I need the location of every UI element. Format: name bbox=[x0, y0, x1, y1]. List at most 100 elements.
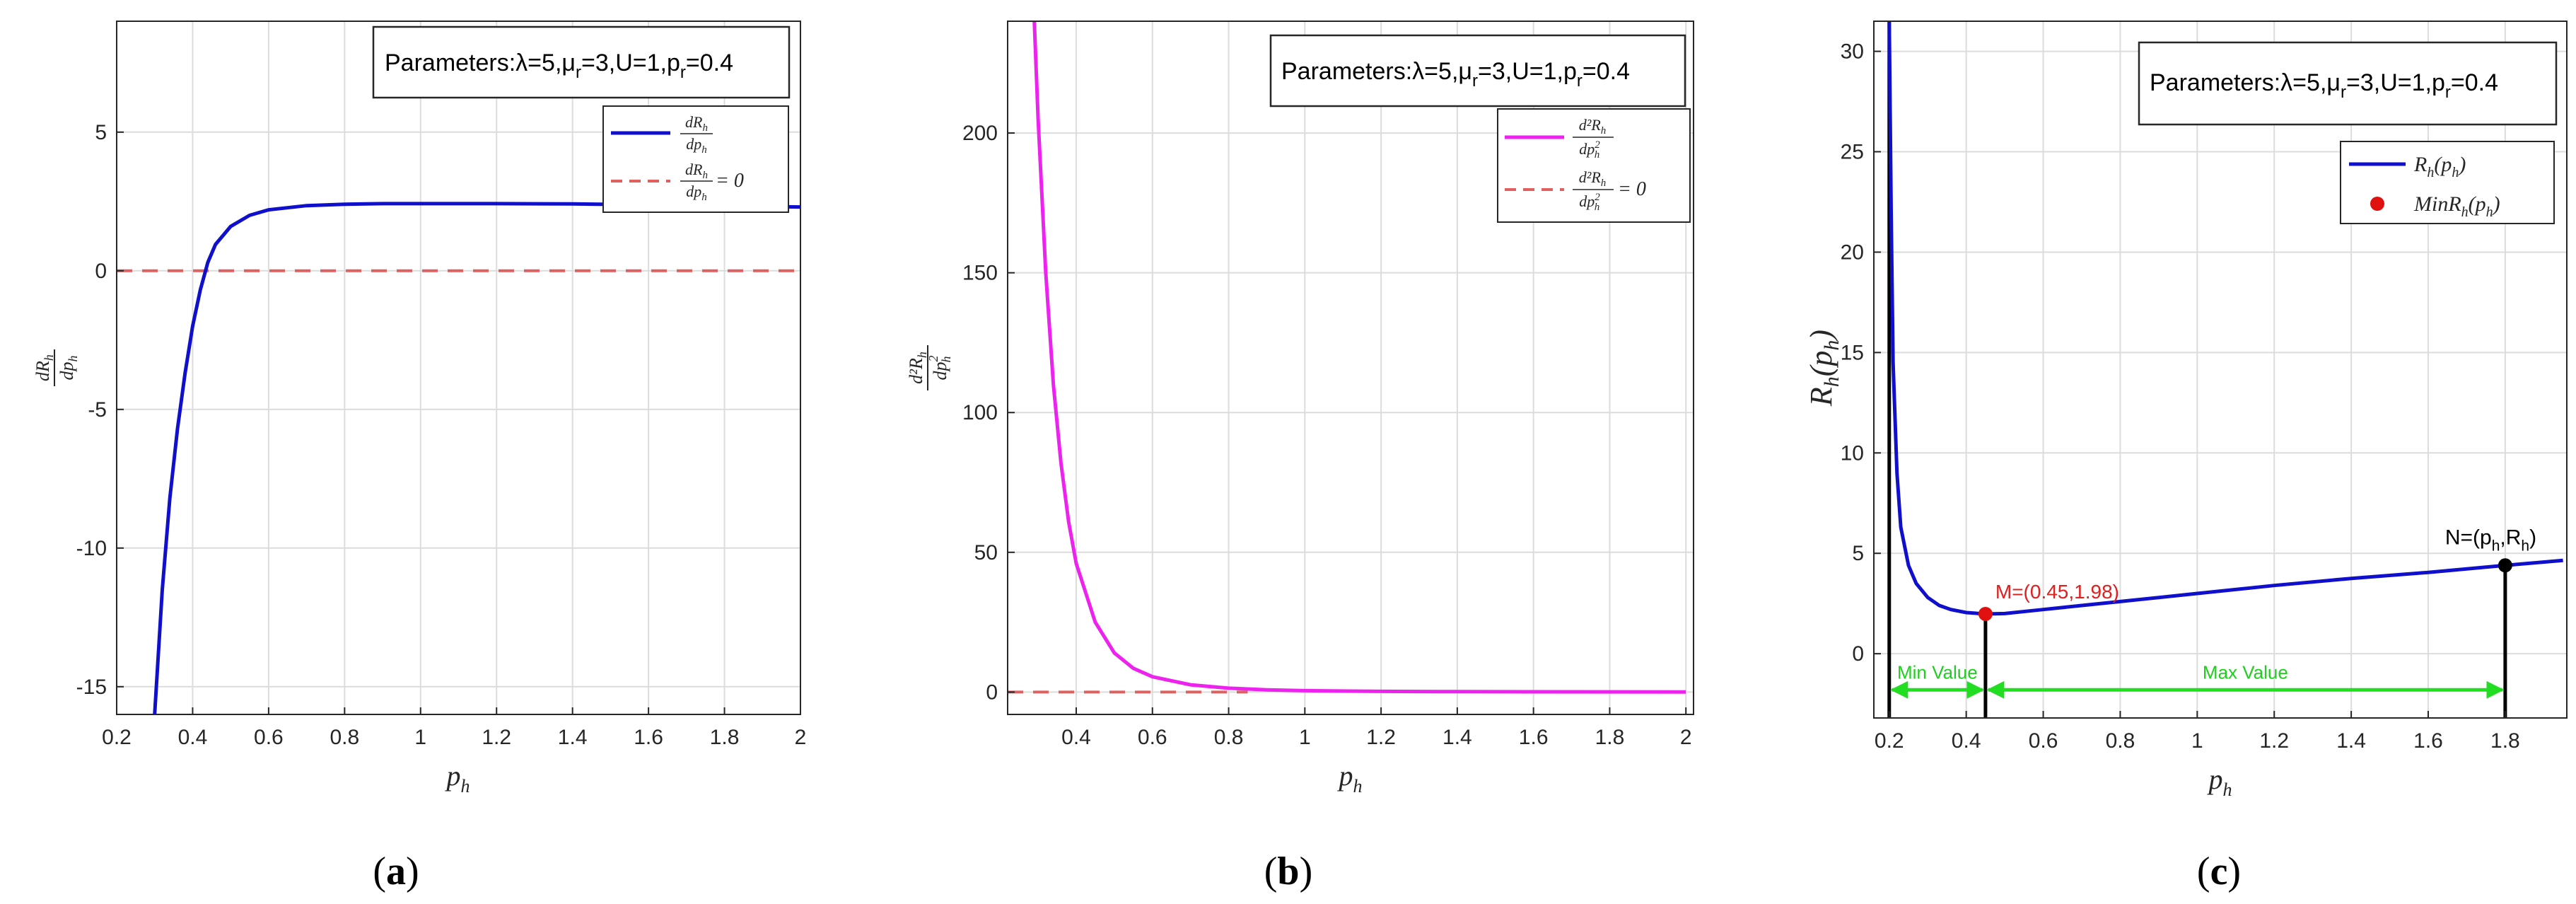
x-tick-label: 0.2 bbox=[102, 726, 132, 749]
parameters-box-c: Parameters:λ=5,μr=3,U=1,pr=0.4 bbox=[2138, 41, 2558, 126]
x-tick-label: 0.8 bbox=[2106, 729, 2135, 753]
x-tick-label: 1.6 bbox=[634, 726, 663, 749]
x-tick-label: 1 bbox=[414, 726, 426, 749]
y-axis-label-c: Rh(ph) bbox=[1804, 330, 1843, 407]
svg-text:dph: dph bbox=[686, 182, 707, 203]
y-tick-label: 50 bbox=[974, 541, 998, 564]
x-tick-label: 1 bbox=[1299, 726, 1311, 749]
svg-text:dp2h: dp2h bbox=[1579, 139, 1600, 161]
y-tick-label: 30 bbox=[1841, 40, 1864, 64]
legend-entry-zero-b: d²Rh bbox=[1579, 168, 1607, 189]
y-tick-label: -5 bbox=[88, 398, 107, 422]
svg-text:d²Rh: d²Rh bbox=[906, 352, 929, 384]
y-tick-label: 5 bbox=[1852, 542, 1864, 565]
x-ticks-c: 0.2 0.4 0.6 0.8 1 1.2 1.4 1.6 1.8 bbox=[1875, 711, 2520, 753]
y-tick-label: 0 bbox=[986, 680, 998, 704]
axes-frame-a bbox=[116, 21, 801, 715]
svg-text:= 0: = 0 bbox=[716, 170, 744, 192]
plot-area-c bbox=[1874, 21, 2567, 718]
point-n-label: N=(ph,Rh) bbox=[2445, 526, 2536, 554]
y-ticks-c: 30 25 20 15 10 5 0 bbox=[1841, 40, 1881, 666]
legend-c: Rh(ph) MinRh(ph) bbox=[2340, 141, 2555, 224]
x-tick-label: 0.4 bbox=[178, 726, 208, 749]
x-tick-label: 0.8 bbox=[1214, 726, 1244, 749]
panel-c: 0.2 0.4 0.6 0.8 1 1.2 1.4 1.6 1.8 30 25 20 15 10 5 0 M… bbox=[1804, 21, 2568, 893]
caption-c: (c) bbox=[2197, 850, 2241, 893]
x-tick-label: 1.8 bbox=[710, 726, 740, 749]
y-tick-label: 0 bbox=[1852, 642, 1864, 666]
min-point-label: M=(0.45,1.98) bbox=[1995, 581, 2119, 603]
x-tick-label: 1.8 bbox=[1595, 726, 1625, 749]
x-tick-label: 1.2 bbox=[1366, 726, 1396, 749]
svg-text:Parameters:λ=5,μr=3,U=1,pr=0.4: Parameters:λ=5,μr=3,U=1,pr=0.4 bbox=[385, 50, 733, 82]
y-ticks-a: 5 0 -5 -10 -15 bbox=[76, 121, 124, 699]
x-tick-label: 1.2 bbox=[482, 726, 511, 749]
y-tick-label: 5 bbox=[95, 121, 107, 144]
y-tick-label: 20 bbox=[1841, 241, 1864, 264]
legend-entry-second-derivative-b: d²Rh bbox=[1579, 116, 1607, 137]
legend-b: d²Rh dp2 h d²Rh dp2 h = 0 bbox=[1497, 108, 1691, 223]
min-point-m bbox=[1978, 606, 1993, 621]
x-ticks-a: 0.2 0.4 0.6 0.8 1 1.2 1.4 1.6 1.8 2 bbox=[102, 707, 806, 749]
svg-text:dp2h: dp2h bbox=[926, 356, 953, 381]
legend-entry-min-c: MinRh(ph) bbox=[2413, 192, 2500, 220]
x-tick-label: 0.6 bbox=[1138, 726, 1167, 749]
y-tick-label: -15 bbox=[76, 676, 107, 699]
x-tick-label: 1.2 bbox=[2259, 729, 2289, 753]
x-ticks-b: 0.4 0.6 0.8 1 1.2 1.4 1.6 1.8 2 bbox=[1061, 707, 1692, 749]
x-tick-label: 0.2 bbox=[1875, 729, 1904, 753]
y-tick-label: 15 bbox=[1841, 341, 1864, 364]
caption-b: (b) bbox=[1264, 850, 1312, 893]
point-n bbox=[2498, 558, 2512, 573]
y-axis-label-a: dRh dph bbox=[33, 349, 80, 386]
legend-a: dRh dph dRh dph = 0 bbox=[602, 105, 789, 213]
min-value-label: Min Value bbox=[1897, 661, 1978, 683]
y-tick-label: 25 bbox=[1841, 141, 1864, 164]
x-tick-label: 0.4 bbox=[1952, 729, 1981, 753]
x-tick-label: 1.4 bbox=[558, 726, 588, 749]
legend-entry-derivative-a: dRh bbox=[685, 113, 708, 134]
y-tick-label: 0 bbox=[95, 260, 107, 283]
x-axis-label-c: ph bbox=[2207, 763, 2232, 800]
x-tick-label: 2 bbox=[795, 726, 807, 749]
svg-text:dRh: dRh bbox=[33, 354, 56, 381]
axes-frame-b bbox=[1007, 21, 1694, 715]
caption-a: (a) bbox=[373, 850, 419, 893]
y-tick-label: 200 bbox=[962, 122, 998, 145]
parameters-box-a: Parameters:λ=5,μr=3,U=1,pr=0.4 bbox=[372, 25, 791, 99]
svg-text:= 0: = 0 bbox=[1618, 178, 1646, 200]
x-tick-label: 0.6 bbox=[254, 726, 284, 749]
y-axis-label-b: d²Rh dp2h bbox=[906, 345, 953, 390]
y-tick-label: 150 bbox=[962, 262, 998, 285]
x-tick-label: 1.4 bbox=[1443, 726, 1472, 749]
y-tick-label: 10 bbox=[1841, 441, 1864, 465]
x-tick-label: 0.8 bbox=[330, 726, 359, 749]
second-derivative-curve-b bbox=[1032, 21, 1686, 694]
svg-text:Parameters:λ=5,μr=3,U=1,pr=0.4: Parameters:λ=5,μr=3,U=1,pr=0.4 bbox=[1281, 58, 1630, 91]
y-tick-label: -10 bbox=[76, 537, 107, 560]
svg-text:Parameters:λ=5,μr=3,U=1,pr=0.4: Parameters:λ=5,μr=3,U=1,pr=0.4 bbox=[2150, 69, 2498, 102]
y-ticks-b: 200 150 100 50 0 bbox=[962, 122, 1015, 704]
x-tick-label: 0.4 bbox=[1061, 726, 1091, 749]
svg-text:dph: dph bbox=[686, 135, 707, 156]
svg-text:dph: dph bbox=[57, 356, 80, 381]
x-tick-label: 1.4 bbox=[2336, 729, 2366, 753]
x-axis-label-b: ph bbox=[1337, 760, 1363, 796]
x-tick-label: 1.6 bbox=[1519, 726, 1549, 749]
x-tick-label: 1 bbox=[2191, 729, 2203, 753]
legend-entry-rh-c: Rh(ph) bbox=[2413, 153, 2466, 180]
panel-a: 0.2 0.4 0.6 0.8 1 1.2 1.4 1.6 1.8 2 5 0 -5 -10 -15 ph… bbox=[33, 21, 806, 893]
x-tick-label: 2 bbox=[1680, 726, 1692, 749]
x-tick-label: 1.6 bbox=[2413, 729, 2443, 753]
x-tick-label: 0.6 bbox=[2029, 729, 2058, 753]
svg-text:dp2h: dp2h bbox=[1579, 192, 1600, 213]
x-tick-label: 1.8 bbox=[2490, 729, 2520, 753]
svg-text:Rh(ph): Rh(ph) bbox=[1804, 330, 1843, 407]
legend-dot-swatch-c bbox=[2370, 197, 2384, 211]
parameters-box-b: Parameters:λ=5,μr=3,U=1,pr=0.4 bbox=[1269, 34, 1686, 108]
rh-curve-c bbox=[1887, 21, 2563, 616]
axes-frame-c bbox=[1873, 21, 2568, 719]
y-tick-label: 100 bbox=[962, 401, 998, 424]
